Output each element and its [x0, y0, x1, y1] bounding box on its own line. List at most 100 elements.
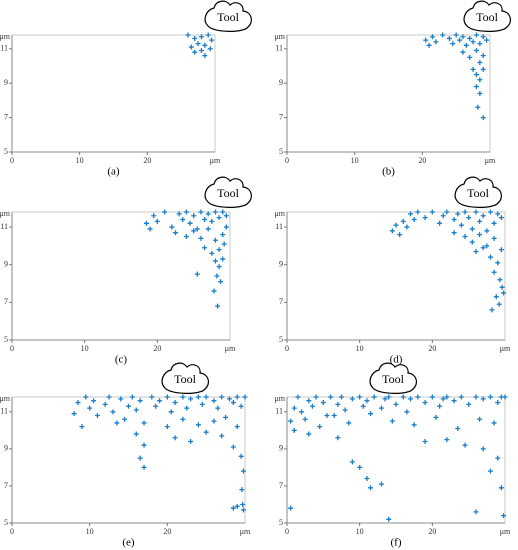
point	[194, 226, 200, 232]
point	[309, 403, 315, 409]
point	[102, 401, 108, 407]
point	[386, 516, 392, 522]
point	[473, 249, 479, 255]
point	[491, 235, 497, 241]
point	[458, 394, 464, 400]
point	[404, 409, 410, 415]
point	[487, 254, 493, 260]
point	[238, 403, 244, 409]
point	[198, 235, 204, 241]
point	[491, 420, 497, 426]
point	[429, 209, 435, 215]
point	[214, 273, 220, 279]
point	[364, 476, 370, 482]
x-axis-label: μm	[500, 527, 511, 536]
y-tick-label: 7	[279, 297, 283, 306]
point	[408, 211, 414, 217]
point	[331, 413, 337, 419]
point	[444, 209, 450, 215]
point	[234, 424, 240, 430]
point	[83, 394, 89, 400]
point	[219, 394, 225, 400]
point	[180, 217, 186, 223]
point	[451, 398, 457, 404]
point	[157, 398, 163, 404]
y-tick-label: 11	[0, 222, 8, 231]
point	[215, 303, 221, 309]
point	[444, 437, 450, 443]
point	[230, 400, 236, 406]
point	[480, 446, 486, 452]
y-tick-label: 7	[4, 297, 8, 306]
point	[226, 396, 232, 402]
point	[484, 243, 490, 249]
point	[458, 222, 464, 228]
point	[164, 424, 170, 430]
point	[188, 44, 194, 50]
tool-outline	[369, 362, 418, 394]
tool-label: Tool	[382, 372, 404, 386]
point	[216, 215, 222, 221]
point	[202, 217, 208, 223]
y-tick-label: 5	[279, 518, 283, 527]
y-tick-label: 11	[275, 222, 283, 231]
point	[306, 431, 312, 437]
point	[180, 394, 186, 400]
point	[75, 400, 81, 406]
x-tick-label: 20	[428, 344, 436, 353]
y-axis-label: μm	[0, 394, 11, 403]
point	[106, 394, 112, 400]
point	[71, 411, 77, 417]
point	[463, 42, 469, 48]
point	[499, 284, 505, 290]
y-tick-label: 9	[279, 260, 283, 269]
point	[455, 426, 461, 431]
point	[168, 409, 174, 415]
point	[203, 429, 209, 435]
point	[209, 218, 215, 224]
point	[473, 84, 479, 90]
x-tick-label: 20	[163, 527, 171, 536]
point	[437, 220, 443, 226]
point	[429, 34, 435, 40]
point	[426, 42, 432, 48]
tool-label: Tool	[217, 186, 239, 200]
point	[462, 209, 468, 215]
point	[397, 232, 403, 238]
tool-icon: Tool	[369, 362, 418, 394]
point	[207, 46, 213, 52]
point	[473, 209, 479, 215]
y-tick-label: 9	[4, 78, 8, 87]
point	[473, 509, 479, 515]
x-axis-label: μm	[485, 156, 496, 165]
point	[137, 398, 143, 404]
point	[470, 66, 476, 72]
caption: (a)	[107, 166, 120, 178]
caption: (d)	[390, 354, 403, 366]
point	[176, 211, 182, 217]
point	[477, 218, 483, 224]
point	[211, 418, 217, 424]
point	[151, 213, 157, 219]
x-axis-label: μm	[240, 527, 251, 536]
tool-icon: Tool	[204, 0, 253, 32]
point	[444, 394, 450, 400]
point	[480, 53, 486, 59]
point	[477, 416, 483, 422]
point	[382, 396, 388, 402]
point	[295, 394, 301, 400]
point	[371, 394, 377, 400]
point	[480, 213, 486, 219]
point	[223, 224, 229, 230]
point	[306, 398, 312, 404]
point	[389, 418, 395, 424]
point	[467, 54, 473, 60]
point	[220, 232, 226, 238]
tool-icon: Tool	[463, 0, 512, 32]
point	[480, 66, 486, 72]
point	[205, 211, 211, 217]
y-tick-label: 7	[4, 112, 8, 121]
point	[411, 217, 417, 223]
x-tick-label: 10	[81, 344, 89, 353]
